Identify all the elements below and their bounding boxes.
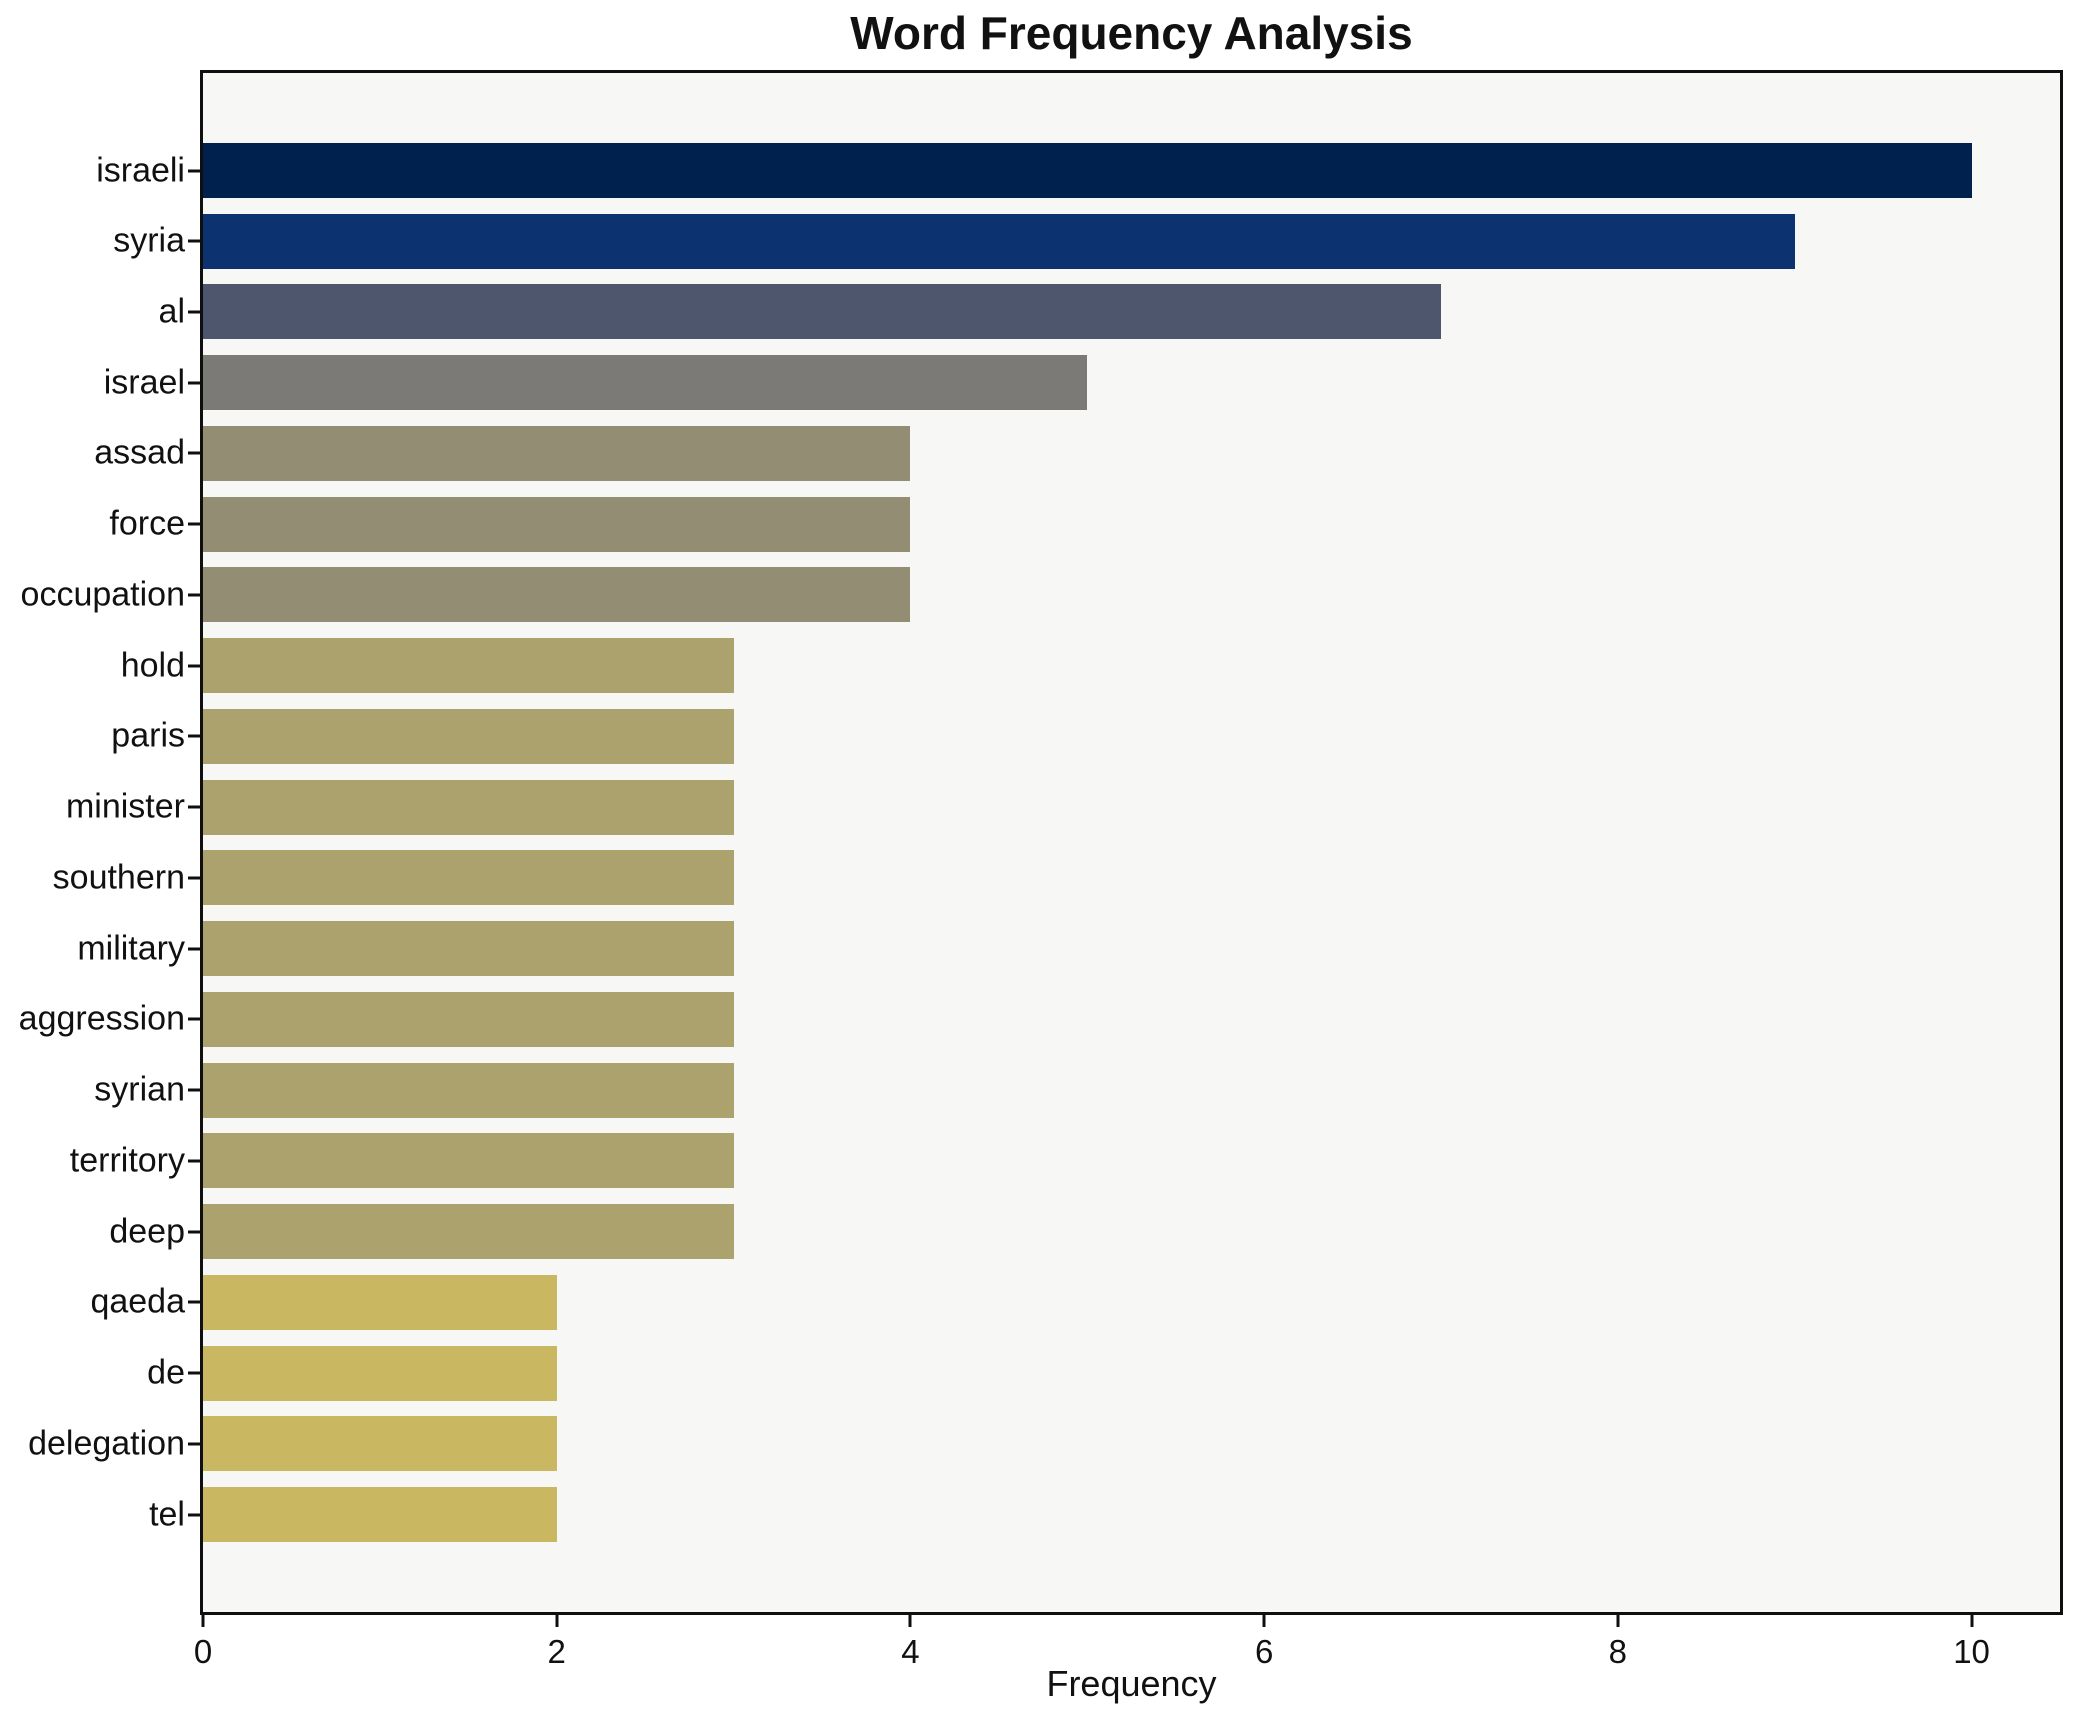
y-tick-label-qaeda: qaeda [90,1282,185,1321]
y-tick-mark-assad [188,451,200,455]
x-tick-label-0: 0 [193,1633,213,1670]
y-tick-label-israeli: israeli [96,151,185,189]
plot-area [200,70,2063,1615]
y-tick-mark-al [188,310,200,314]
bar-occupation [203,567,911,623]
x-tick-mark-0 [201,1615,205,1627]
y-tick-label-military: military [77,929,185,968]
y-tick-label-minister: minister [65,787,185,826]
y-tick-label-al: al [158,292,185,331]
y-tick-label-aggression: aggression [18,999,185,1038]
x-tick-mark-2 [555,1615,559,1627]
bar-israel [203,355,1088,411]
bar-aggression [203,991,734,1047]
y-tick-label-deep: deep [109,1212,185,1251]
bar-minister [203,779,734,835]
bar-assad [203,425,911,481]
x-axis-label: Frequency [1046,1663,1217,1704]
x-tick-mark-4 [908,1615,912,1627]
bar-force [203,496,911,552]
y-tick-label-southern: southern [52,858,185,897]
y-tick-mark-occupation [188,593,200,597]
y-tick-mark-southern [188,876,200,880]
bar-israeli [203,143,1972,198]
y-tick-mark-military [188,947,200,951]
y-tick-label-delegation: delegation [28,1424,185,1463]
bar-syria [203,213,1795,269]
bar-southern [203,850,734,906]
x-tick-label-8: 8 [1608,1633,1628,1670]
y-tick-mark-aggression [188,1017,200,1021]
bar-delegation [203,1416,557,1472]
y-tick-mark-qaeda [188,1300,200,1304]
y-tick-mark-paris [188,734,200,738]
chart-title: Word Frequency Analysis [850,7,1413,59]
y-tick-label-territory: territory [69,1141,185,1180]
bar-tel [203,1487,557,1542]
y-tick-label-hold: hold [120,646,185,685]
bar-syrian [203,1062,734,1118]
y-tick-mark-israeli [188,169,200,172]
y-tick-label-assad: assad [94,433,185,472]
bar-territory [203,1133,734,1189]
y-tick-mark-syrian [188,1088,200,1092]
bar-military [203,921,734,977]
y-tick-label-de: de [147,1353,185,1392]
y-tick-mark-deep [188,1230,200,1234]
bar-de [203,1345,557,1401]
y-tick-mark-territory [188,1159,200,1163]
y-tick-mark-minister [188,805,200,809]
y-tick-mark-force [188,522,200,526]
x-tick-label-6: 6 [1254,1633,1274,1670]
x-tick-mark-8 [1616,1615,1620,1627]
y-tick-mark-hold [188,664,200,668]
y-tick-mark-syria [188,239,200,243]
bar-hold [203,638,734,694]
x-tick-mark-10 [1970,1615,1974,1627]
bar-qaeda [203,1274,557,1330]
y-tick-mark-delegation [188,1442,200,1446]
y-tick-mark-tel [188,1513,200,1516]
y-tick-label-syria: syria [113,221,185,260]
x-tick-label-10: 10 [1953,1633,1990,1670]
x-tick-mark-6 [1262,1615,1266,1627]
bar-paris [203,708,734,764]
y-tick-label-tel: tel [149,1495,185,1533]
y-tick-mark-de [188,1371,200,1375]
x-tick-label-2: 2 [547,1633,566,1670]
y-tick-label-israel: israel [103,363,185,402]
bar-al [203,284,1441,340]
x-tick-label-4: 4 [901,1633,920,1670]
y-tick-label-force: force [109,504,185,543]
bar-deep [203,1204,734,1260]
y-tick-label-syrian: syrian [94,1070,185,1109]
y-tick-label-paris: paris [111,716,185,755]
y-tick-label-occupation: occupation [20,575,185,614]
y-tick-mark-israel [188,381,200,385]
